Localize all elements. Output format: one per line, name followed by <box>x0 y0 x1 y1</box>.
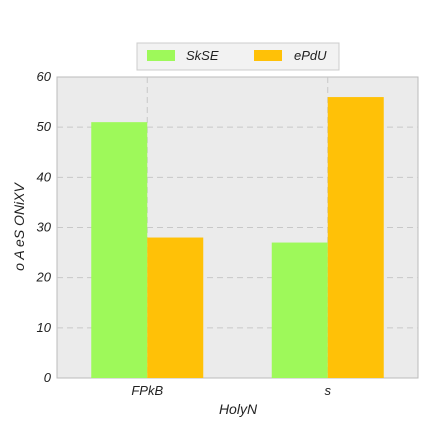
y-axis-label: o A eS ONiXV <box>11 182 27 271</box>
y-tick-label: 60 <box>37 69 52 84</box>
y-tick-label: 40 <box>37 169 52 184</box>
y-tick-label: 30 <box>37 220 52 235</box>
y-tick-label: 10 <box>37 320 52 335</box>
y-tick-label: 50 <box>37 119 52 134</box>
x-axis: FPkB s <box>131 383 331 398</box>
bars <box>91 97 384 379</box>
y-axis: 0 10 20 30 40 50 60 <box>36 69 52 385</box>
y-tick-label: 20 <box>36 270 52 285</box>
x-tick-label: s <box>325 383 332 398</box>
bar-SkSE-FPkB <box>91 122 148 379</box>
legend-swatch-series-1 <box>147 50 175 61</box>
legend: SkSE ePdU <box>136 42 340 71</box>
bar-SkSE-s <box>271 242 328 378</box>
y-tick-label: 0 <box>44 370 52 385</box>
legend-swatch-series-2 <box>254 50 282 61</box>
bar-ePdU-FPkB <box>147 237 204 378</box>
x-tick-label: FPkB <box>131 383 163 398</box>
legend-label-series-2: ePdU <box>294 48 327 63</box>
x-axis-label: HolyN <box>219 401 258 417</box>
legend-label-series-1: SkSE <box>186 48 219 63</box>
bar-ePdU-s <box>327 97 384 379</box>
